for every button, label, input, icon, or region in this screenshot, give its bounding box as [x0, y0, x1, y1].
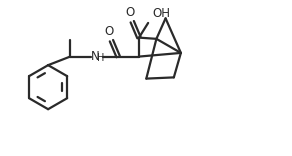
Text: OH: OH [153, 7, 171, 20]
Text: O: O [126, 6, 135, 19]
Text: H: H [97, 53, 104, 63]
Text: N: N [91, 50, 99, 63]
Text: O: O [105, 25, 114, 38]
